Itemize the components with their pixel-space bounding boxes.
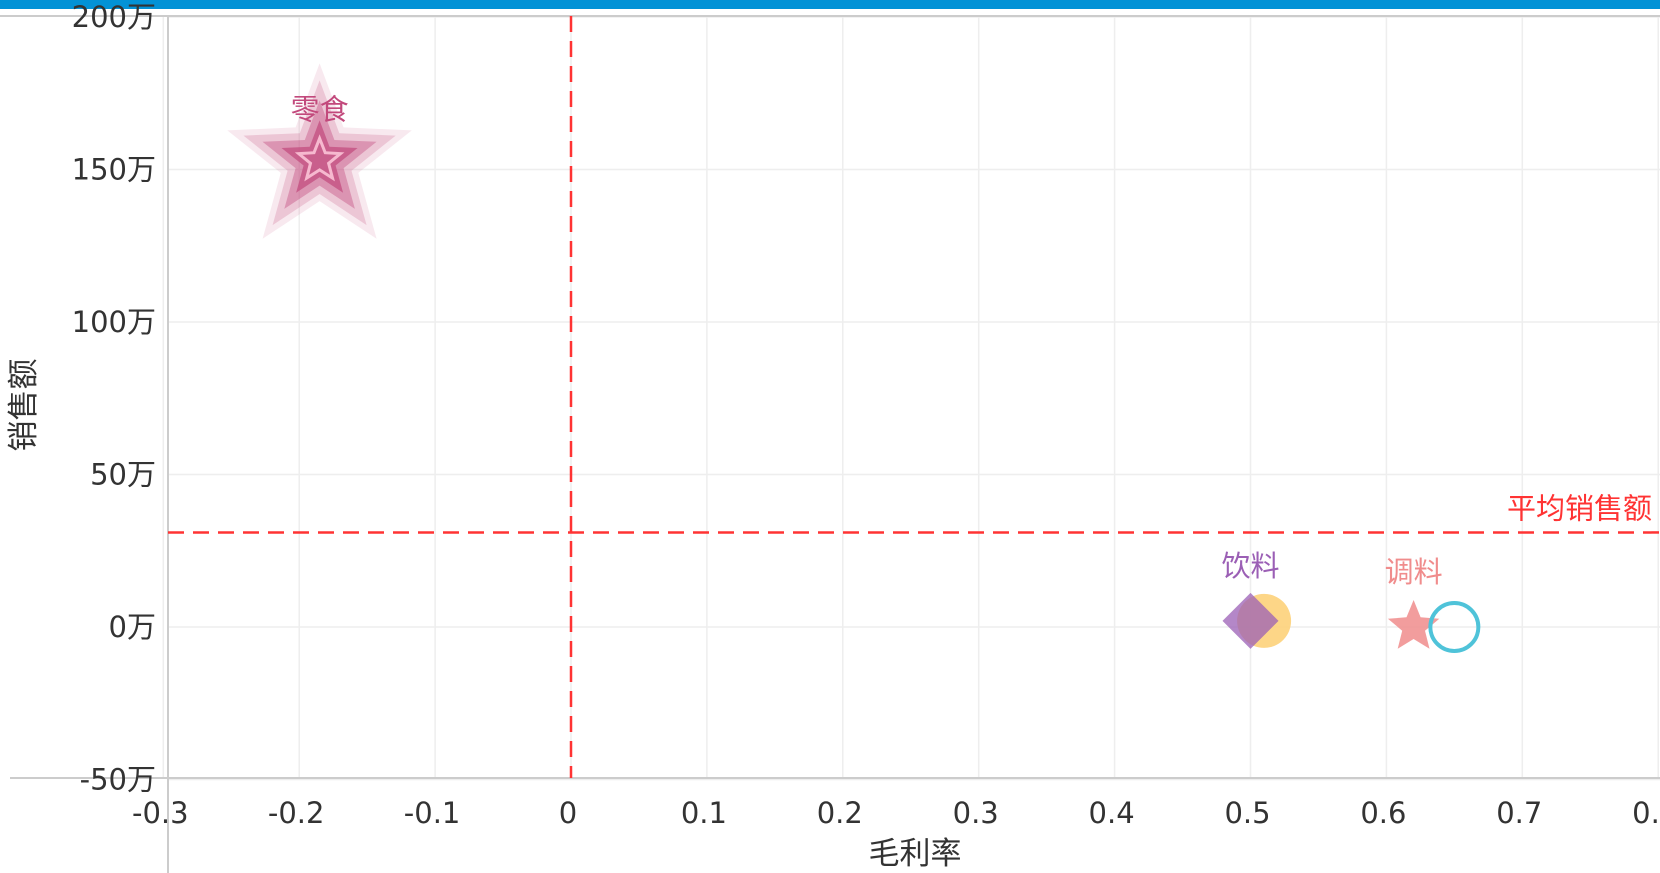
- axes: [0, 15, 1660, 873]
- ring-marker: [1428, 601, 1481, 653]
- reference-lines: 平均销售额: [168, 16, 1660, 778]
- x-tick-label: -0.1: [404, 796, 461, 830]
- x-tick-label: 0: [559, 796, 577, 830]
- data-point: [1428, 601, 1481, 653]
- diamond-marker: [1222, 592, 1279, 649]
- reference-line-label: 平均销售额: [1507, 491, 1652, 525]
- data-point: 饮料: [1221, 549, 1280, 649]
- tick-labels: -0.3 -0.2 -0.1 0 0.1 0.2 0.3 0.4 0.5 0.6 0.7 0.8 -50…: [72, 0, 1660, 830]
- star-marker: [1387, 600, 1440, 649]
- star-marker-core: [294, 134, 345, 182]
- x-tick-label: 0.7: [1496, 796, 1542, 830]
- y-axis-title: 销售额: [6, 359, 42, 452]
- point-label: 饮料: [1221, 549, 1279, 583]
- y-tick-label: 150万: [72, 153, 156, 187]
- x-axis-title: 毛利率: [869, 836, 962, 872]
- x-tick-label: 0.1: [681, 796, 727, 830]
- x-tick-label: 0.8: [1632, 796, 1660, 830]
- point-label: 调料: [1385, 555, 1443, 589]
- y-tick-label: 100万: [72, 305, 156, 339]
- data-point: 调料: [1385, 555, 1443, 649]
- point-label: 零食: [291, 92, 349, 126]
- data-point: 零食: [227, 63, 412, 239]
- y-tick-label: 200万: [72, 0, 156, 34]
- y-tick-label: 0万: [109, 610, 156, 644]
- x-tick-label: 0.2: [817, 796, 863, 830]
- x-tick-label: 0.6: [1360, 796, 1406, 830]
- y-tick-label: 50万: [90, 458, 156, 492]
- x-tick-label: -0.2: [268, 796, 325, 830]
- x-tick-label: -0.3: [132, 796, 189, 830]
- star-marker-halo: [281, 120, 358, 193]
- top-accent-bar: [0, 0, 1660, 9]
- y-tick-label: -50万: [80, 763, 156, 797]
- x-tick-label: 0.4: [1089, 796, 1135, 830]
- x-tick-label: 0.5: [1224, 796, 1270, 830]
- x-tick-label: 0.3: [953, 796, 999, 830]
